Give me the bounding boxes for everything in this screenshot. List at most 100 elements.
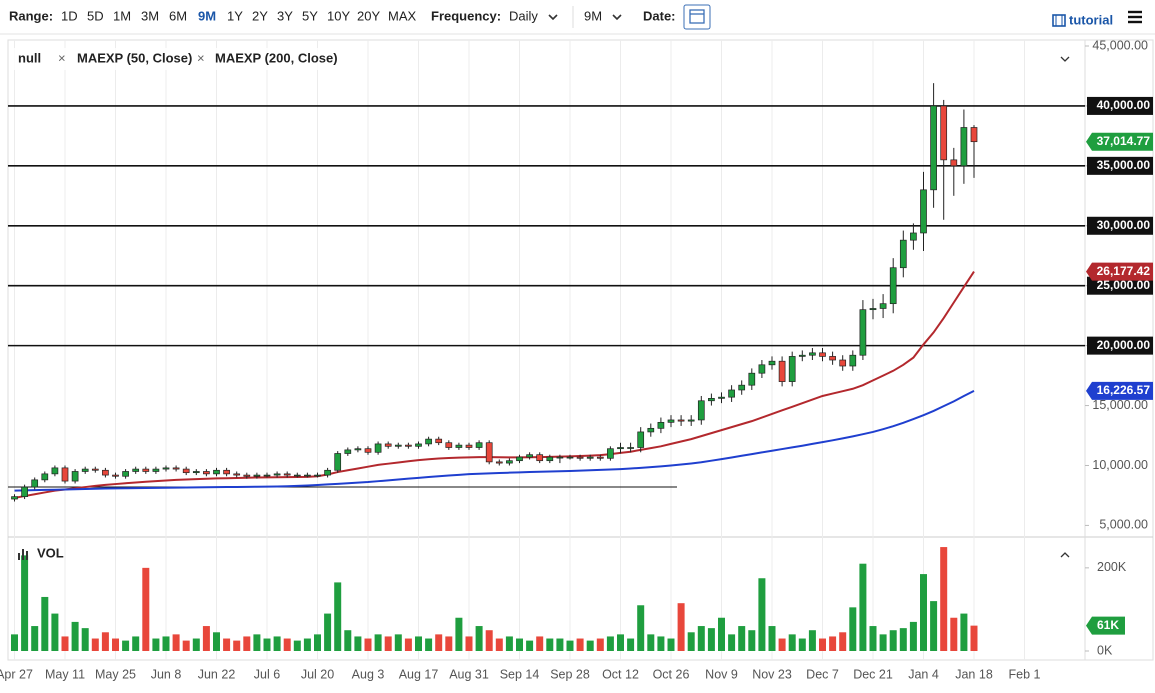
volume-bar: [798, 638, 806, 651]
range-button[interactable]: 5Y: [302, 8, 318, 23]
calendar-button[interactable]: [683, 4, 711, 30]
period-select[interactable]: 9M: [584, 8, 602, 23]
value-badge: [1086, 132, 1153, 151]
volume-bar: [21, 555, 29, 651]
candle-body: [910, 232, 917, 241]
range-button[interactable]: 2Y: [252, 8, 268, 23]
volume-bar: [819, 638, 826, 651]
candle-body: [809, 352, 816, 356]
x-tick-label: Jun 8: [151, 667, 182, 681]
candle-body: [223, 469, 230, 475]
volume-bar: [839, 632, 847, 651]
frequency-label: Frequency:: [431, 8, 501, 23]
volume-bar: [465, 636, 473, 651]
range-button[interactable]: 1Y: [227, 8, 243, 23]
range-button[interactable]: MAX: [388, 8, 417, 23]
candle-body: [657, 421, 665, 429]
volume-bar: [243, 636, 251, 651]
grid: [14, 40, 1025, 660]
legend-remove[interactable]: ×: [58, 50, 66, 65]
volume-bar: [112, 638, 119, 651]
candle-body: [687, 419, 695, 422]
volume-bar: [889, 630, 897, 651]
candle-body: [102, 469, 109, 476]
volume-bar: [384, 636, 392, 651]
candle-body: [506, 460, 513, 464]
candle-body: [920, 189, 927, 234]
chevron[interactable]: [612, 14, 622, 21]
volume-bar: [899, 628, 907, 651]
candle-body: [293, 474, 301, 477]
candle-body: [849, 354, 857, 367]
value-badge-label: 37,014.77: [1097, 134, 1151, 148]
candle-body: [889, 267, 897, 305]
candle-body: [798, 354, 806, 357]
range-button[interactable]: 6M: [169, 8, 187, 23]
volume-bar: [707, 628, 715, 651]
volume-bar: [233, 640, 241, 651]
value-badge-label: 16,226.57: [1097, 383, 1151, 397]
chevron[interactable]: [548, 14, 558, 21]
frequency-select[interactable]: Daily: [509, 8, 538, 23]
collapse-chevron[interactable]: [1060, 56, 1070, 62]
range-label: Range:: [9, 8, 53, 23]
x-tick-label: Aug 17: [399, 667, 439, 681]
value-badge-label: 61K: [1097, 618, 1119, 632]
menu-button[interactable]: [1128, 10, 1142, 24]
volume-bar: [657, 636, 665, 651]
candle-body: [405, 444, 412, 447]
volume-bar: [485, 630, 493, 651]
volume-bar: [263, 638, 271, 651]
candle-body: [61, 467, 69, 482]
range-button[interactable]: 3M: [141, 8, 159, 23]
axes: Apr 27 May 11 May 25 Jun 8 Jun 22 Jul 6 Jul 20…: [0, 38, 1153, 681]
range-button[interactable]: 1M: [113, 8, 131, 23]
candle-body: [647, 427, 655, 433]
range-button[interactable]: 10Y: [327, 8, 350, 23]
y-tick-label: 30,000.00: [1097, 218, 1151, 232]
candle-body: [940, 105, 948, 161]
candle-body: [263, 474, 271, 477]
x-tick-label: Oct 12: [602, 667, 639, 681]
candle-body: [495, 461, 503, 464]
candle-body: [122, 471, 129, 477]
volume-bar: [738, 626, 746, 651]
volume-bar: [81, 628, 89, 651]
candle-body: [142, 468, 150, 472]
x-tick-label: Jul 6: [254, 667, 280, 681]
legend-remove[interactable]: ×: [197, 50, 205, 65]
range-button[interactable]: 1D: [61, 8, 78, 23]
range-button[interactable]: 20Y: [357, 8, 380, 23]
candle-body: [576, 456, 584, 459]
volume-bar: [536, 636, 544, 651]
volume-bar: [435, 634, 443, 651]
volume-bar: [324, 613, 332, 651]
candle-body: [465, 444, 473, 448]
range-button[interactable]: 9M: [198, 8, 216, 23]
y-tick-label: 15,000.00: [1092, 398, 1148, 412]
volume-bar: [970, 625, 978, 651]
legend-entry: MAEXP (50, Close): [77, 50, 192, 65]
range-button[interactable]: 5D: [87, 8, 104, 23]
range-button[interactable]: 3Y: [277, 8, 293, 23]
candle-body: [718, 396, 725, 399]
tutorial-icon[interactable]: [1052, 14, 1066, 27]
collapse-chevron[interactable]: [1060, 552, 1070, 558]
volume-bar: [950, 617, 958, 651]
candle-body: [829, 356, 836, 361]
chart-frame: [7, 39, 1154, 661]
candle-body: [112, 474, 119, 477]
volume-bar: [475, 626, 483, 651]
volume-bar: [586, 640, 594, 651]
volume-plot: [11, 547, 978, 651]
candle-body: [445, 442, 453, 448]
candle-body: [394, 444, 402, 447]
volume-bar: [778, 638, 786, 651]
candle-body: [475, 442, 483, 448]
candle-body: [71, 471, 79, 482]
candle-body: [536, 454, 544, 462]
candle-body: [324, 469, 331, 476]
tutorial-link[interactable]: tutorial: [1069, 12, 1113, 27]
level-badge: [1087, 96, 1153, 115]
candle-body: [960, 127, 968, 167]
